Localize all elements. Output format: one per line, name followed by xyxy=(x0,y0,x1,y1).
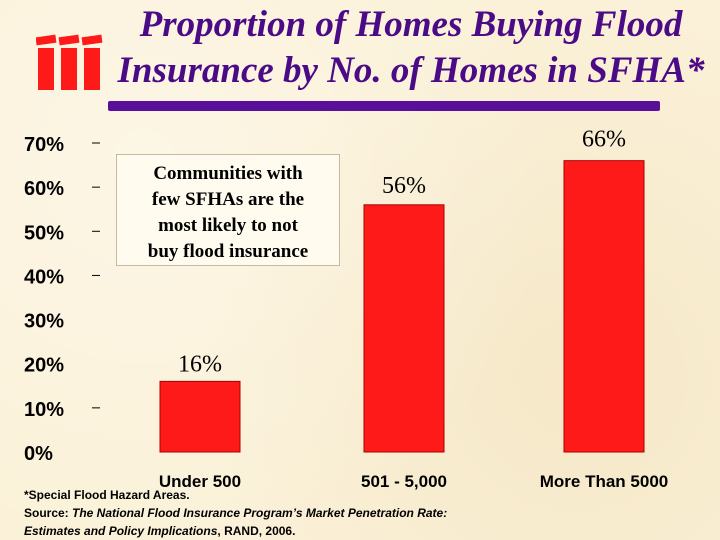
category-labels: Under 500 501 - 5,000 More Than 5000 xyxy=(159,472,668,491)
title-underline xyxy=(108,101,660,111)
bar xyxy=(363,204,445,453)
x-category-label: More Than 5000 xyxy=(540,472,669,491)
bar xyxy=(159,380,241,453)
page-title: Proportion of Homes Buying Flood Insuran… xyxy=(106,2,716,94)
source-title-b: Estimates and Policy Implications xyxy=(24,524,218,538)
bars xyxy=(159,160,645,453)
x-category-label: 501 - 5,000 xyxy=(361,472,447,491)
y-tick-label: 10% xyxy=(24,399,64,421)
y-tick-label: 30% xyxy=(24,311,64,333)
source-prefix: Source: xyxy=(24,506,73,520)
y-tick-label: 70% xyxy=(24,134,64,156)
y-tick-label: 0% xyxy=(24,443,53,465)
footnote: *Special Flood Hazard Areas. Source: The… xyxy=(24,486,684,540)
source-title-a: The National Flood Insurance Program’s M… xyxy=(72,506,448,520)
y-tick-label: 60% xyxy=(24,178,64,200)
iii-logo-icon xyxy=(36,34,103,90)
y-axis: 0% 10% 20% 30% 40% 50% 60% 70% xyxy=(24,134,100,465)
y-tick-label: 20% xyxy=(24,355,64,377)
y-tick-label: 50% xyxy=(24,222,64,244)
source-suffix: , RAND, 2006. xyxy=(217,524,296,538)
bar-data-label: 56% xyxy=(382,173,426,199)
data-labels: 16% 56% 66% xyxy=(178,127,626,378)
bar-data-label: 66% xyxy=(582,127,626,153)
footnote-sfha: *Special Flood Hazard Areas. xyxy=(24,488,190,502)
bar xyxy=(563,160,645,453)
y-tick-label: 40% xyxy=(24,266,64,288)
title-line-2: Insurance by No. of Homes in SFHA* xyxy=(117,50,705,91)
footnote-source-line-2: Estimates and Policy Implications, RAND,… xyxy=(24,522,684,540)
annotation-box: Communities with few SFHAs are the most … xyxy=(116,154,340,266)
title-line-1: Proportion of Homes Buying Flood xyxy=(139,4,683,45)
annotation-line-3: most likely to not xyxy=(158,215,298,236)
annotation-line-4: buy flood insurance xyxy=(147,241,309,262)
x-category-label: Under 500 xyxy=(159,472,241,491)
bar-data-label: 16% xyxy=(178,351,222,377)
annotation-line-1: Communities with xyxy=(153,163,303,184)
footnote-source-line-1: Source: The National Flood Insurance Pro… xyxy=(24,504,684,522)
annotation-line-2: few SFHAs are the xyxy=(151,189,305,210)
